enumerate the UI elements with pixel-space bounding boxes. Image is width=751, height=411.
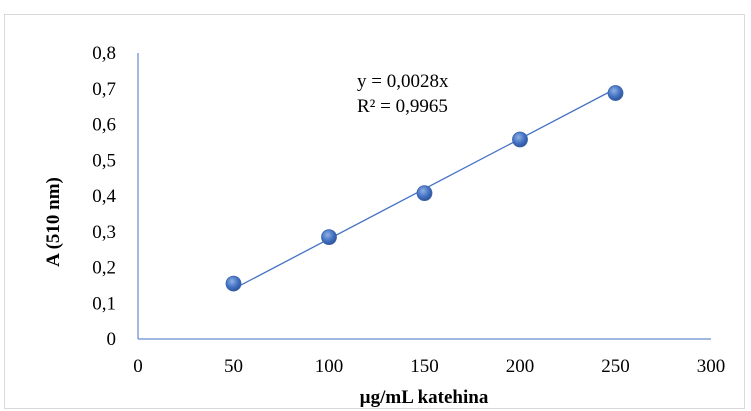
x-tick-label: 0 xyxy=(133,356,143,377)
y-tick-label: 0,3 xyxy=(92,222,116,243)
x-tick-label: 250 xyxy=(601,356,630,377)
y-tick-label: 0,4 xyxy=(92,186,116,207)
y-tick-label: 0,5 xyxy=(92,150,116,171)
y-tick-label: 0 xyxy=(107,329,117,350)
y-tick-label: 0,1 xyxy=(92,293,116,314)
data-point xyxy=(321,229,337,246)
r-squared-label: R² = 0,9965 xyxy=(357,96,448,117)
y-tick-label: 0,7 xyxy=(92,79,116,100)
data-points xyxy=(225,85,624,292)
y-tick-label: 0,6 xyxy=(92,115,116,136)
trendline-equation: y = 0,0028x xyxy=(357,71,449,92)
x-axis-title: µg/mL katehina xyxy=(360,387,489,408)
data-point xyxy=(512,131,528,148)
axes xyxy=(137,53,711,340)
data-point xyxy=(607,85,624,101)
scatter-chart: 0 0,1 0,2 0,3 0,4 0,5 0,6 0,7 0,8 0 50 100 150 200 25… xyxy=(43,43,725,408)
x-tick-label: 150 xyxy=(410,356,439,377)
y-tick-label: 0,8 xyxy=(92,43,116,64)
chart-frame: 0 0,1 0,2 0,3 0,4 0,5 0,6 0,7 0,8 0 50 100 150 200 25… xyxy=(4,14,745,409)
x-tick-label: 50 xyxy=(224,356,243,377)
y-axis-title: A (510 nm) xyxy=(43,177,64,267)
x-tick-label: 100 xyxy=(315,356,344,377)
data-point xyxy=(225,275,242,292)
y-tick-labels: 0 0,1 0,2 0,3 0,4 0,5 0,6 0,7 0,8 xyxy=(92,43,116,350)
y-tick-label: 0,2 xyxy=(92,258,116,279)
data-point xyxy=(416,185,433,202)
x-tick-label: 200 xyxy=(506,356,535,377)
x-tick-label: 300 xyxy=(697,356,726,377)
x-tick-labels: 0 50 100 150 200 250 300 xyxy=(133,356,725,377)
